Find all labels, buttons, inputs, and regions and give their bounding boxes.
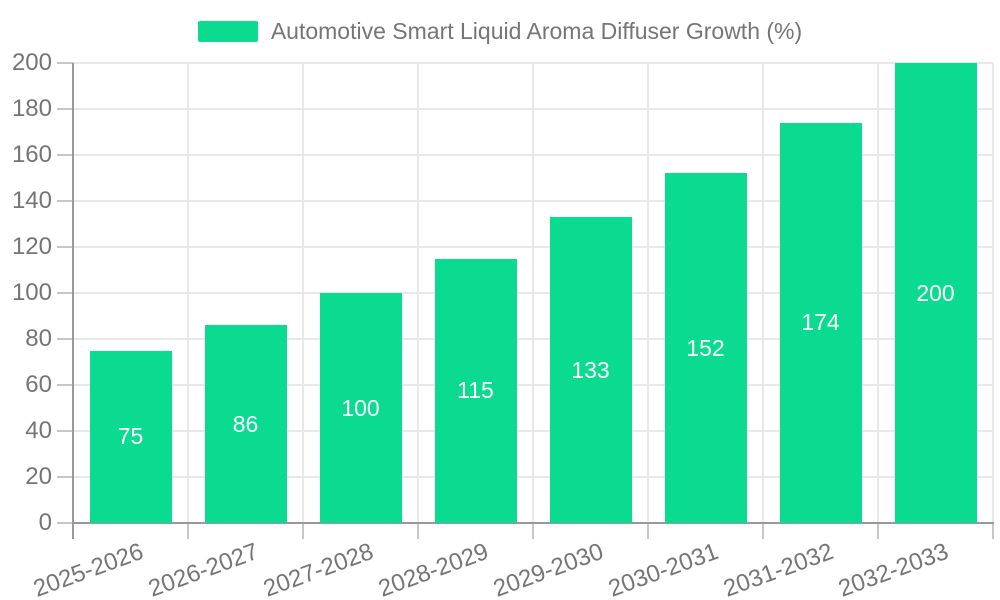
bar-value-label: 86 — [232, 410, 259, 437]
y-axis-label: 200 — [11, 49, 52, 76]
chart-legend[interactable]: Automotive Smart Liquid Aroma Diffuser G… — [0, 18, 1000, 45]
x-axis-label: 2028-2029 — [374, 538, 492, 600]
gridline-vertical — [302, 63, 304, 523]
gridline-vertical — [877, 63, 879, 523]
y-axis-tick — [57, 200, 73, 202]
gridline-vertical — [647, 63, 649, 523]
x-axis-label: 2029-2030 — [489, 538, 607, 600]
bar-value-label: 115 — [457, 377, 494, 404]
bar-value-label: 100 — [341, 394, 380, 421]
legend-label: Automotive Smart Liquid Aroma Diffuser G… — [270, 18, 803, 44]
x-axis-label: 2026-2027 — [144, 538, 262, 600]
x-axis-label: 2027-2028 — [259, 538, 377, 600]
bar-value-label: 152 — [686, 334, 725, 361]
y-axis-tick — [57, 384, 73, 386]
gridline-vertical — [992, 63, 994, 523]
x-axis-label: 2031-2032 — [719, 538, 837, 600]
x-axis-tick — [877, 523, 879, 539]
x-axis-tick — [302, 523, 304, 539]
x-axis-tick — [992, 523, 994, 539]
x-axis-tick — [762, 523, 764, 539]
y-axis-line — [72, 63, 74, 539]
bar[interactable]: 75 — [89, 350, 172, 523]
y-axis-tick — [57, 246, 73, 248]
y-axis-label: 0 — [38, 509, 52, 536]
bar[interactable]: 133 — [549, 217, 632, 523]
y-axis-tick — [57, 292, 73, 294]
x-axis-tick — [647, 523, 649, 539]
y-axis-tick — [57, 62, 73, 64]
bar[interactable]: 174 — [779, 122, 862, 523]
bar-value-label: 174 — [801, 309, 840, 336]
bar[interactable]: 115 — [434, 258, 517, 523]
y-axis-label: 140 — [11, 187, 52, 214]
y-axis-label: 180 — [11, 95, 52, 122]
y-axis-label: 20 — [25, 463, 52, 490]
x-axis-tick — [532, 523, 534, 539]
y-axis-label: 160 — [11, 141, 52, 168]
gridline-vertical — [532, 63, 534, 523]
y-axis-tick — [57, 476, 73, 478]
legend-swatch — [197, 21, 258, 42]
x-axis-tick — [417, 523, 419, 539]
x-axis-label: 2032-2033 — [834, 538, 952, 600]
gridline-vertical — [417, 63, 419, 523]
gridline-vertical — [187, 63, 189, 523]
y-axis-tick — [57, 108, 73, 110]
x-axis-label: 2030-2031 — [604, 538, 722, 600]
y-axis-tick — [57, 430, 73, 432]
y-axis-tick — [57, 338, 73, 340]
bar[interactable]: 100 — [319, 293, 402, 523]
y-axis-label: 80 — [25, 325, 52, 352]
bar-value-label: 75 — [117, 423, 144, 450]
x-axis-tick — [187, 523, 189, 539]
x-axis-label: 2025-2026 — [29, 538, 147, 600]
y-axis-label: 100 — [11, 279, 52, 306]
y-axis-label: 40 — [25, 417, 52, 444]
y-axis-label: 60 — [25, 371, 52, 398]
bar-value-label: 133 — [571, 356, 610, 383]
bar[interactable]: 86 — [204, 325, 287, 523]
x-axis-line — [72, 522, 994, 524]
bar-value-label: 200 — [916, 279, 955, 306]
y-axis-label: 120 — [11, 233, 52, 260]
bar[interactable]: 152 — [664, 173, 747, 523]
gridline-vertical — [762, 63, 764, 523]
y-axis-tick — [57, 154, 73, 156]
y-axis-tick — [57, 522, 73, 524]
bar[interactable]: 200 — [894, 63, 977, 523]
